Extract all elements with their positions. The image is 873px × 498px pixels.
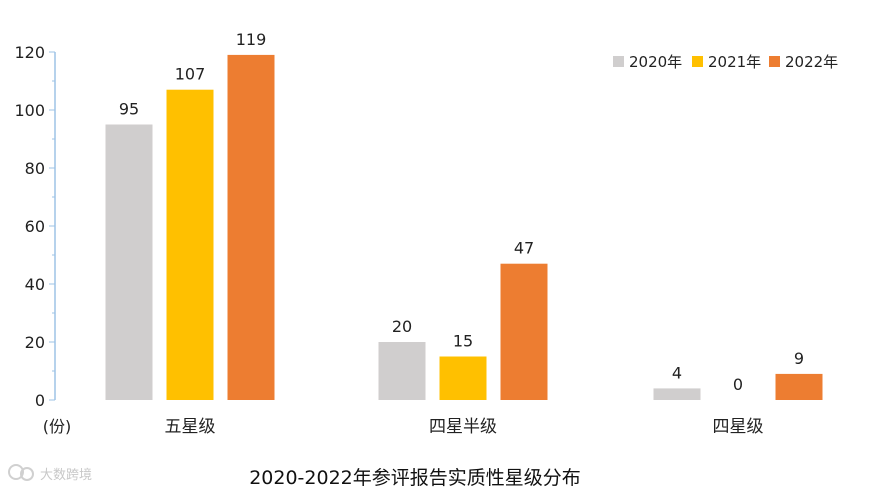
bars	[105, 54, 823, 401]
category-label: 五星级	[165, 417, 216, 437]
legend-swatch	[769, 56, 780, 67]
data-label: 9	[794, 349, 804, 368]
bar	[227, 54, 275, 401]
legend: 2020年 2021年 2022年	[613, 53, 838, 71]
legend-label: 2020年	[629, 53, 682, 71]
bar	[105, 124, 153, 400]
bar	[166, 89, 214, 400]
bar	[439, 356, 487, 400]
category-label: 四星半级	[429, 417, 497, 437]
y-axis: 0 20 40 60 80 100 120	[14, 43, 56, 410]
data-label: 15	[453, 332, 473, 351]
data-label: 119	[236, 30, 267, 49]
data-label: 107	[175, 65, 206, 84]
y-tick-label: 60	[25, 217, 45, 236]
bar	[378, 342, 426, 400]
y-tick-label: 120	[14, 43, 45, 62]
data-label: 4	[672, 363, 682, 382]
watermark-text: 大数跨境	[40, 468, 92, 483]
data-label: 95	[119, 100, 139, 119]
bar	[775, 373, 823, 400]
data-label: 47	[514, 239, 534, 258]
labels: 95 107 119 五星级 20 15 47 四星半级 4 0 9 四星级	[119, 30, 804, 437]
bar	[653, 388, 701, 400]
data-label: 20	[392, 317, 412, 336]
y-tick-label: 100	[14, 101, 45, 120]
legend-swatch	[692, 56, 703, 67]
y-axis-unit: (份)	[43, 417, 72, 436]
legend-swatch	[613, 56, 624, 67]
y-tick-label: 0	[35, 391, 45, 410]
y-tick-label: 40	[25, 275, 45, 294]
category-label: 四星级	[713, 417, 764, 437]
watermark: 大数跨境	[8, 464, 92, 483]
y-tick-label: 80	[25, 159, 45, 178]
legend-label: 2022年	[785, 53, 838, 71]
legend-label: 2021年	[708, 53, 761, 71]
y-tick-label: 20	[25, 333, 45, 352]
chart-title: 2020-2022年参评报告实质性星级分布	[249, 467, 581, 489]
logo-icon	[8, 464, 34, 481]
bar	[500, 263, 548, 400]
data-label: 0	[733, 375, 743, 394]
